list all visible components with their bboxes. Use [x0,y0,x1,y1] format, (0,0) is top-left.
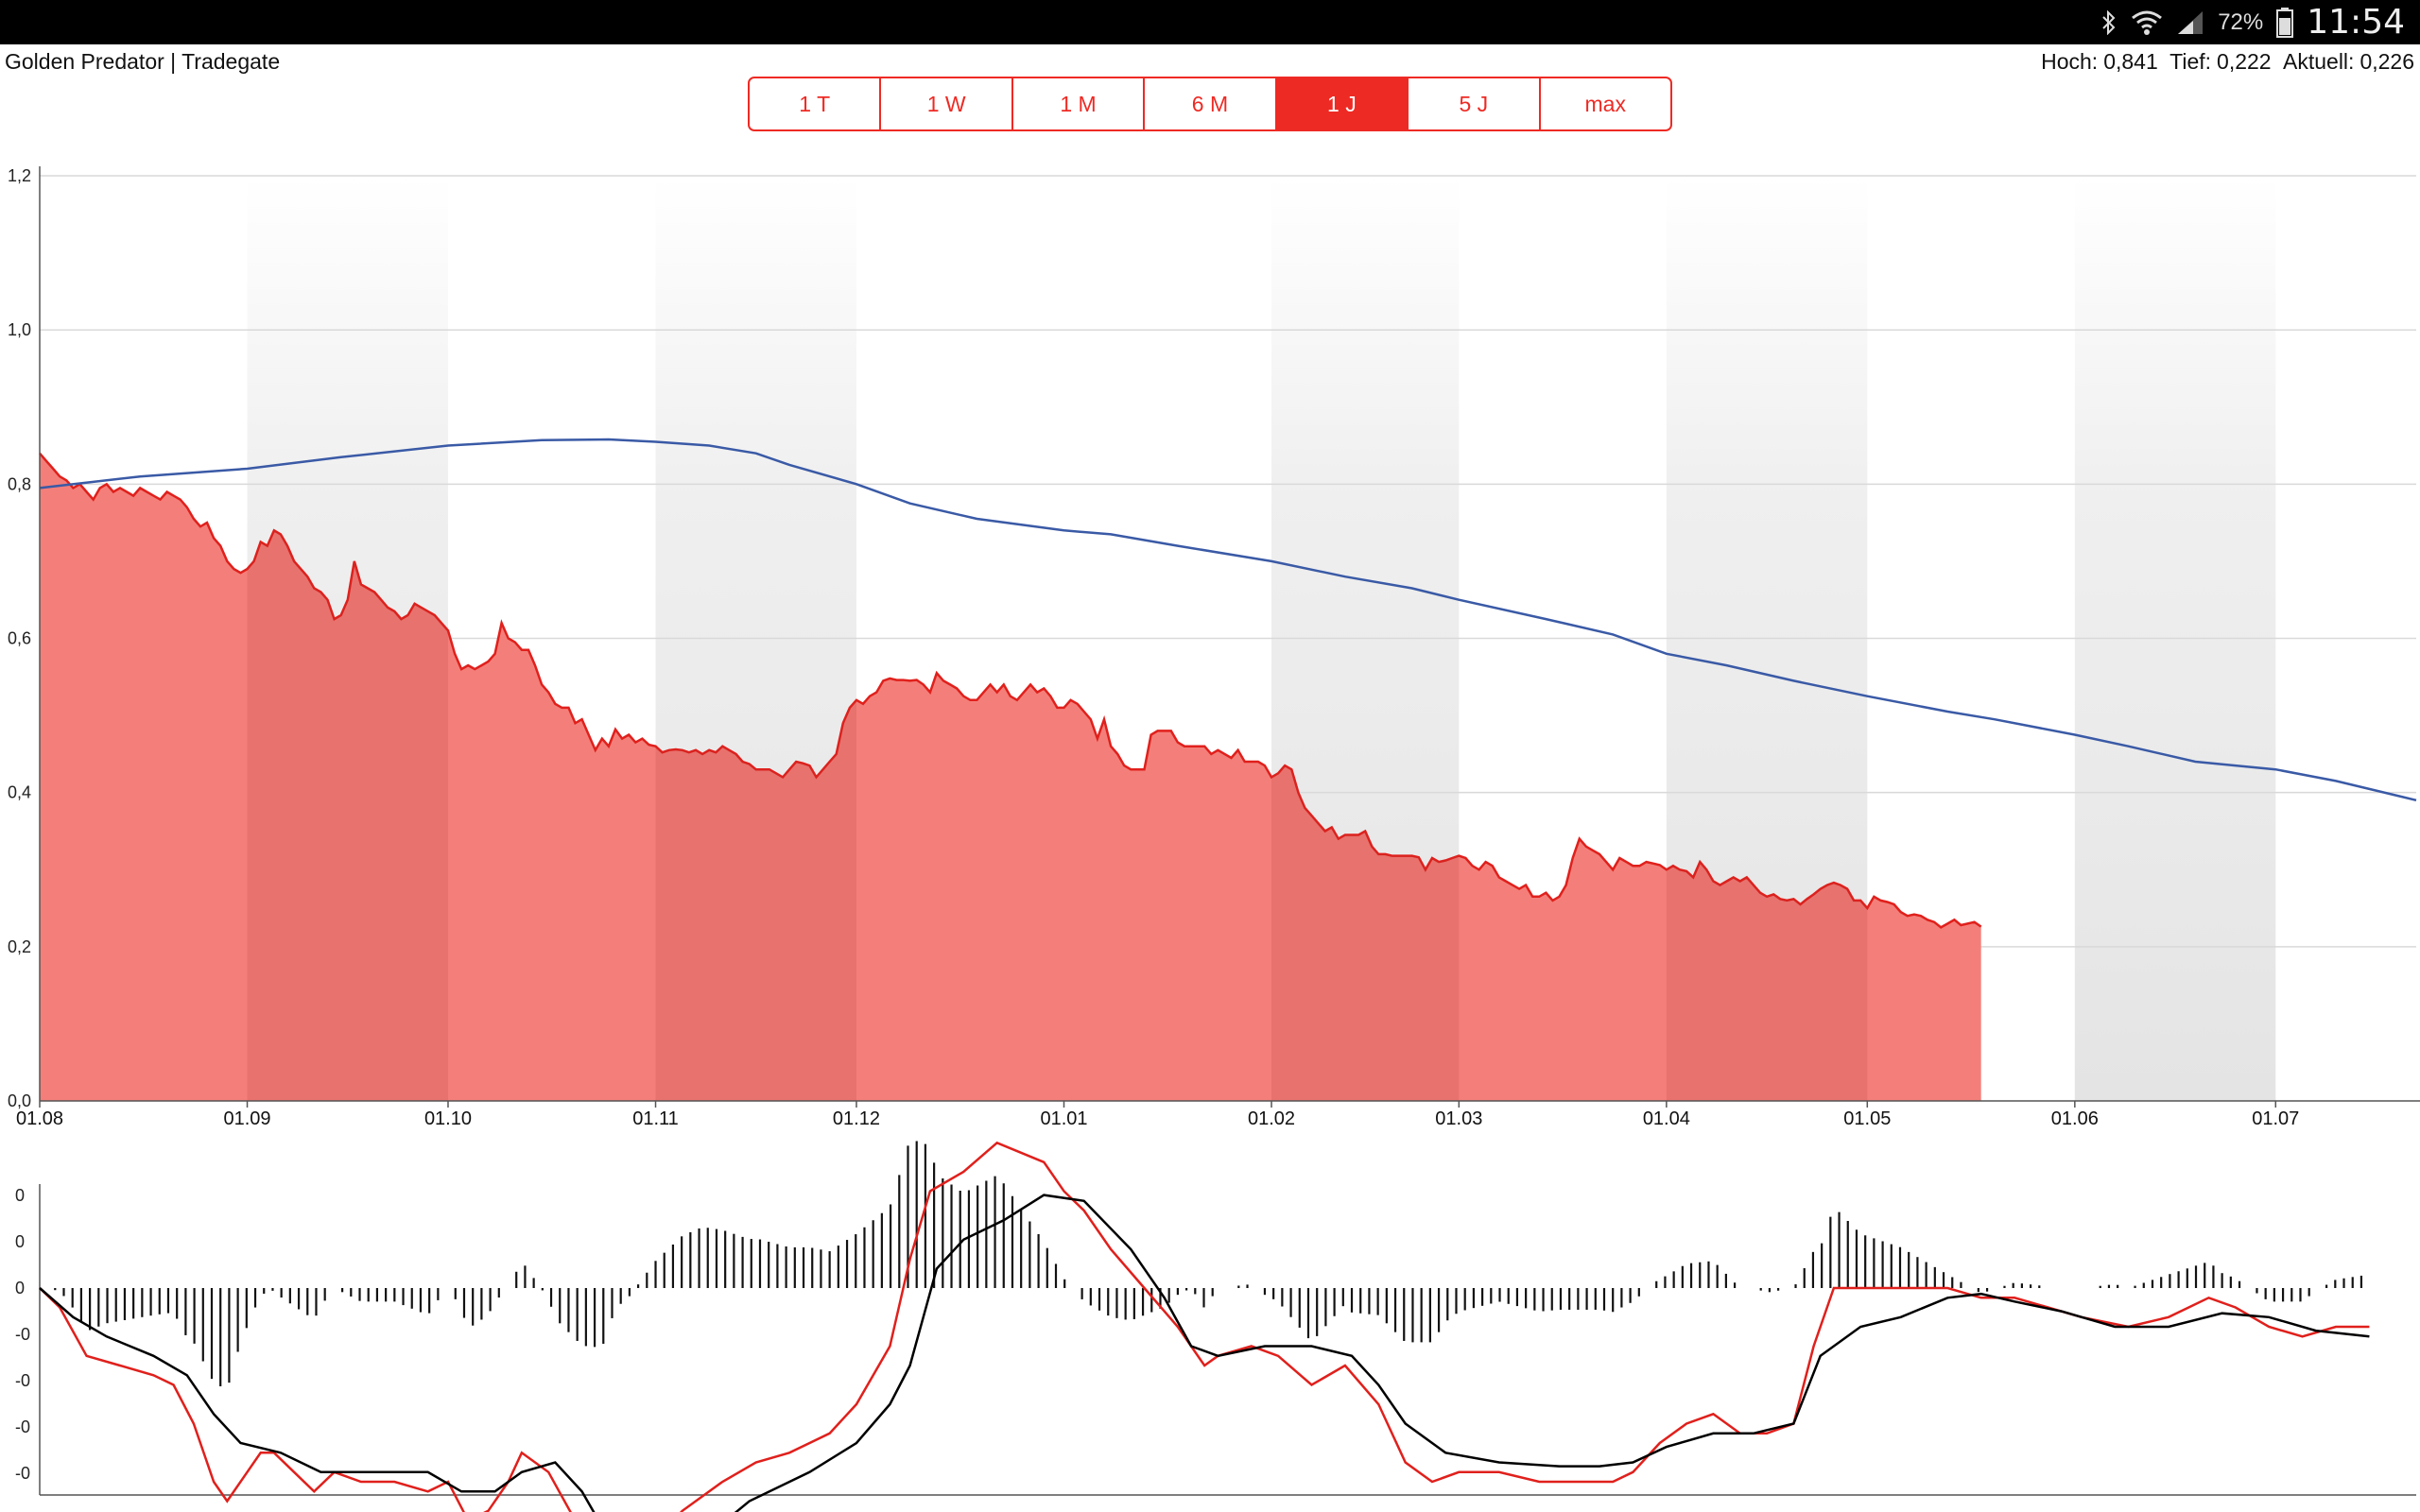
macd-y-tick-label: -0 [15,1510,30,1512]
macd-y-tick-label: 0 [15,1186,25,1205]
macd-panel: 0 0 0 -0 -0 -0 -0 -0 [15,1141,2416,1512]
signal-icon [2176,9,2204,36]
battery-percent: 72% [2218,9,2264,35]
macd-y-tick-label: -0 [15,1325,30,1344]
status-clock: 11:54 [2307,3,2405,42]
x-tick-label: 01.01 [1040,1108,1087,1129]
y-tick-label: 1,2 [8,166,31,185]
status-bar: 72% 11:54 [0,0,2420,44]
macd-y-tick-label: -0 [15,1418,30,1436]
x-axis-labels: 01.08 01.09 01.10 01.11 01.12 01.01 01.02 01.03… [16,1108,2299,1129]
range-selector: 1 T 1 W 1 M 6 M 1 J 5 J max [748,77,1672,131]
current-label: Aktuell: [2283,49,2355,74]
high-label: Hoch: [2041,49,2099,74]
y-tick-label: 0,2 [8,937,31,956]
tab-1-month[interactable]: 1 M [1013,78,1146,129]
current-value: 0,226 [2360,49,2414,74]
price-area [40,453,1981,1101]
x-tick-label: 01.08 [16,1108,63,1129]
y-tick-label: 1,0 [8,320,31,339]
y-axis-labels: 0,0 0,2 0,4 0,6 0,8 1,0 1,2 [8,166,31,1110]
macd-line [39,1141,2370,1512]
x-tick-label: 01.02 [1248,1108,1295,1129]
price-layer [39,452,1982,1101]
x-tick-label: 01.09 [224,1108,271,1129]
x-tick-label: 01.06 [2051,1108,2099,1129]
high-value: 0,841 [2103,49,2158,74]
tab-1-year[interactable]: 1 J [1276,78,1409,129]
macd-y-tick-label: -0 [15,1464,30,1483]
bluetooth-icon [2100,9,2118,35]
macd-y-tick-label: 0 [15,1232,25,1251]
tab-1-day[interactable]: 1 T [750,78,882,129]
chart-header: Golden Predator | Tradegate Hoch: 0,841 T… [0,45,2420,79]
moving-average-line [39,438,2417,802]
axes-layer [39,166,2420,1108]
x-tick-label: 01.10 [424,1108,472,1129]
x-tick-label: 01.12 [833,1108,880,1129]
battery-icon [2276,7,2294,38]
macd-signal-line [39,1194,2370,1512]
price-line [39,452,1982,929]
x-tick-label: 01.07 [2252,1108,2299,1129]
wifi-icon [2131,9,2163,36]
y-tick-label: 0,4 [8,783,31,802]
low-value: 0,222 [2217,49,2272,74]
x-tick-label: 01.05 [1843,1108,1891,1129]
tab-max[interactable]: max [1584,91,1626,116]
x-tick-label: 01.11 [632,1108,679,1129]
y-tick-label: 0,6 [8,629,31,648]
y-tick-label: 0,8 [8,474,31,493]
x-tick-label: 01.03 [1435,1108,1482,1129]
tab-1-week[interactable]: 1 W [881,78,1013,129]
x-tick-label: 01.04 [1643,1108,1690,1129]
macd-y-tick-label: -0 [15,1371,30,1390]
tab-5-years[interactable]: 5 J [1409,78,1541,129]
price-stats: Hoch: 0,841 Tief: 0,222 Aktuell: 0,226 [2035,49,2414,75]
low-label: Tief: [2169,49,2212,74]
macd-y-tick-label: 0 [15,1279,25,1297]
tab-6-months[interactable]: 6 M [1145,78,1277,129]
y-tick-label: 0,0 [8,1091,31,1110]
instrument-title: Golden Predator | Tradegate [5,49,281,74]
moving-average-layer [39,438,2417,802]
